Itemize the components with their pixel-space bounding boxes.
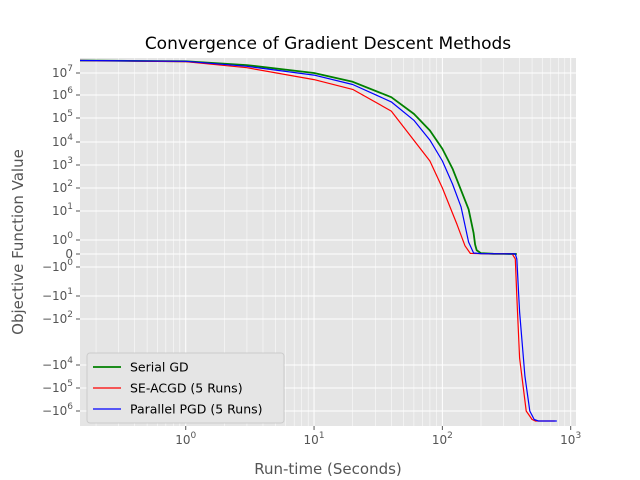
legend-label: Serial GD — [130, 360, 189, 375]
y-tick-label: −100 — [42, 258, 73, 274]
x-tick-label: 102 — [432, 431, 453, 447]
y-tick-label: 106 — [52, 86, 73, 102]
chart-title: Convergence of Gradient Descent Methods — [145, 34, 511, 54]
y-tick-label: 104 — [52, 133, 73, 149]
x-axis-label: Run-time (Seconds) — [254, 460, 402, 478]
y-tick-label: 103 — [52, 156, 73, 172]
y-tick-label: 0 — [65, 247, 73, 261]
x-axis-ticks: 100 101 102 103 — [175, 426, 581, 447]
y-tick-label: −102 — [42, 310, 73, 326]
x-tick-label: 100 — [175, 431, 196, 447]
y-tick-label: −105 — [42, 379, 73, 395]
legend: Serial GD SE-ACGD (5 Runs) Parallel PGD (5… — [86, 352, 285, 424]
y-tick-label: −104 — [42, 356, 73, 372]
y-tick-label: 107 — [52, 64, 73, 80]
y-tick-label: 102 — [52, 179, 73, 195]
x-tick-label: 103 — [560, 431, 581, 447]
series-line-3 — [79, 59, 557, 422]
x-tick-label: 101 — [304, 431, 325, 447]
y-tick-label: 101 — [52, 202, 73, 218]
legend-box — [86, 352, 285, 424]
y-tick-label: 100 — [52, 231, 73, 247]
y-tick-label: −101 — [42, 287, 73, 303]
y-tick-label: −106 — [42, 402, 73, 418]
series-line-2 — [79, 59, 555, 422]
y-axis-label: Objective Function Value — [9, 149, 27, 335]
series-layer — [79, 59, 557, 422]
legend-label: Parallel PGD (5 Runs) — [130, 402, 263, 417]
y-tick-label: 105 — [52, 109, 73, 125]
legend-label: SE-ACGD (5 Runs) — [130, 381, 243, 396]
